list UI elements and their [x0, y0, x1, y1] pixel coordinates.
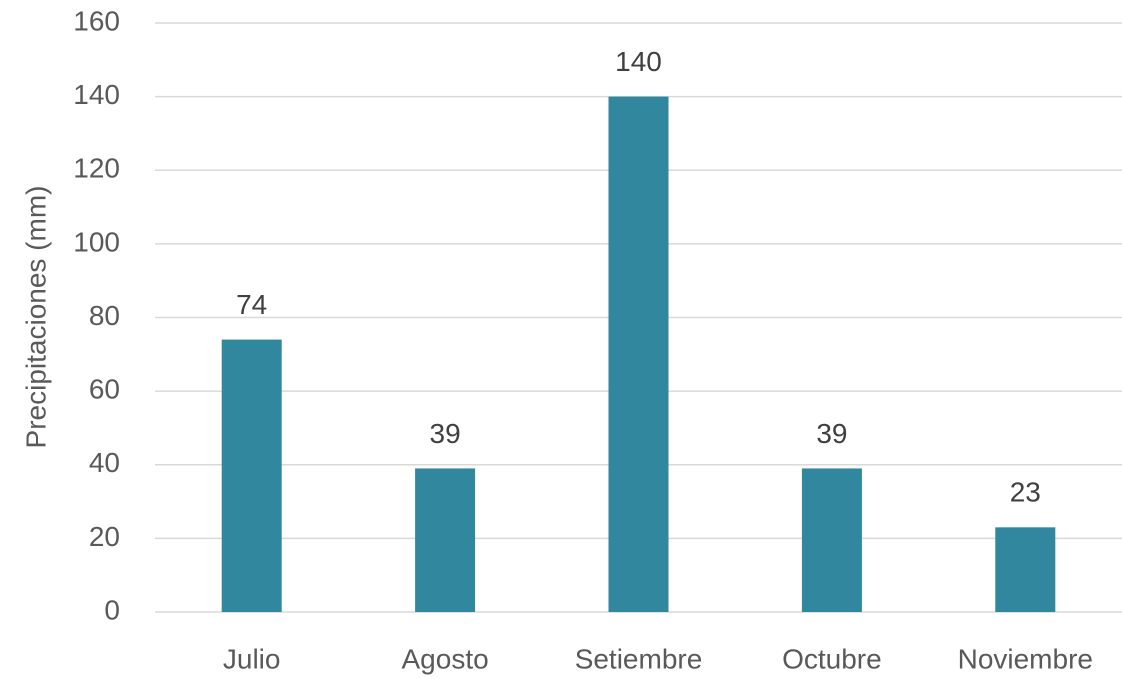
bar: [415, 468, 476, 612]
y-tick-label: 80: [89, 300, 120, 331]
data-label: 39: [430, 418, 461, 449]
data-label: 74: [236, 289, 267, 320]
y-tick-label: 140: [73, 79, 120, 110]
x-tick-label: Setiembre: [575, 643, 703, 674]
data-label: 140: [615, 46, 662, 77]
data-label: 23: [1010, 477, 1041, 508]
y-tick-label: 120: [73, 153, 120, 184]
y-tick-label: 100: [73, 226, 120, 257]
x-tick-label: Octubre: [782, 643, 882, 674]
y-tick-label: 20: [89, 521, 120, 552]
bar: [221, 339, 282, 612]
bar: [995, 527, 1056, 612]
y-axis-label: Precipitaciones (mm): [20, 186, 51, 449]
x-tick-label: Agosto: [402, 643, 489, 674]
x-tick-label: Julio: [223, 643, 281, 674]
bar: [608, 96, 669, 612]
x-tick-label: Noviembre: [958, 643, 1093, 674]
y-tick-label: 0: [104, 594, 120, 625]
bar: [801, 468, 862, 612]
y-tick-label: 160: [73, 5, 120, 36]
y-tick-label: 40: [89, 447, 120, 478]
y-tick-label: 60: [89, 374, 120, 405]
data-label: 39: [816, 418, 847, 449]
